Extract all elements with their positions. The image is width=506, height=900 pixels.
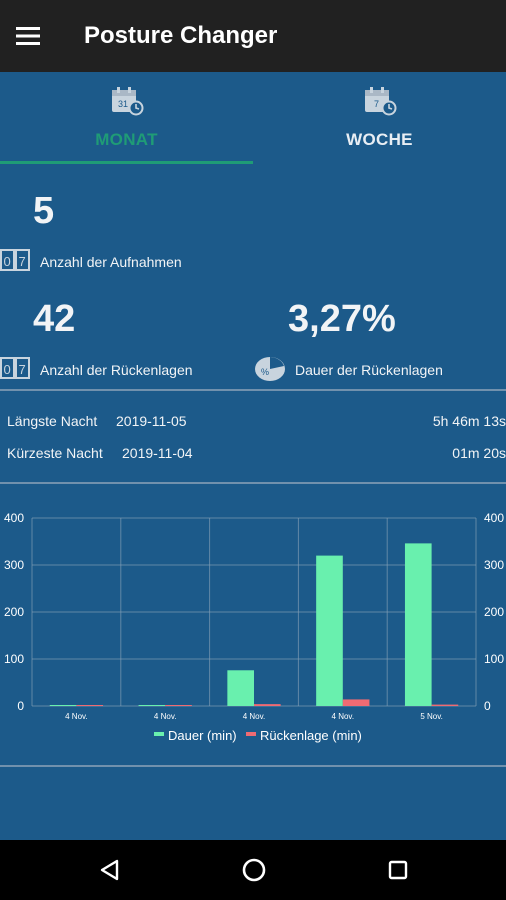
hamburger-menu-icon[interactable] bbox=[0, 0, 56, 72]
y-tick-label-right: 0 bbox=[484, 699, 491, 713]
tab-week-label: WOCHE bbox=[346, 130, 413, 149]
shortest-night-label: Kürzeste Nacht bbox=[7, 445, 103, 461]
sleep-bar-chart: 0 0 100 100 200 200 300 300 400 400 4 Nov. 4 Nov. 4 … bbox=[4, 512, 504, 743]
statistics-content: 31 MONAT 7 WOCHE 5 0 7 Anzahl de bbox=[0, 72, 506, 840]
counter-icon: 0 7 bbox=[0, 249, 30, 271]
bar-dauer bbox=[316, 555, 343, 706]
x-tick-label: 4 Nov. bbox=[332, 712, 355, 721]
counter-icon-left-digit: 0 bbox=[4, 362, 11, 377]
legend-label: Rückenlage (min) bbox=[260, 728, 362, 743]
bar-rueckenlage bbox=[165, 705, 192, 706]
period-tabs: 31 MONAT 7 WOCHE bbox=[0, 72, 506, 164]
y-tick-label-left: 200 bbox=[4, 605, 24, 619]
y-tick-label-right: 300 bbox=[484, 558, 504, 572]
pie-percent-icon: % bbox=[255, 357, 285, 381]
legend-swatch bbox=[246, 732, 256, 736]
tab-month-label: MONAT bbox=[95, 130, 158, 149]
divider bbox=[0, 482, 506, 484]
supine-duration-value: 3,27% bbox=[288, 298, 396, 340]
y-tick-label-right: 200 bbox=[484, 605, 504, 619]
longest-night-row: Längste Nacht 2019-11-05 5h 46m 13s bbox=[0, 413, 506, 437]
supine-duration-label: Dauer der Rückenlagen bbox=[295, 362, 443, 378]
tab-indicator bbox=[0, 161, 253, 164]
longest-night-label: Längste Nacht bbox=[7, 413, 98, 429]
x-tick-label: 4 Nov. bbox=[65, 712, 88, 721]
bar-dauer bbox=[227, 670, 254, 706]
divider bbox=[0, 389, 506, 391]
counter-icon-left-digit: 0 bbox=[4, 254, 11, 269]
app-title: Posture Changer bbox=[84, 22, 278, 49]
bar-dauer bbox=[49, 705, 77, 706]
y-tick-label-left: 0 bbox=[17, 699, 24, 713]
x-tick-label: 4 Nov. bbox=[243, 712, 266, 721]
bar-dauer bbox=[404, 543, 432, 706]
bar-rueckenlage bbox=[76, 705, 104, 706]
y-tick-label-right: 100 bbox=[484, 652, 504, 666]
divider bbox=[0, 765, 506, 767]
longest-night-date: 2019-11-05 bbox=[116, 413, 187, 429]
counter-icon: 0 7 bbox=[0, 357, 30, 379]
bar-dauer bbox=[138, 705, 166, 706]
bar-rueckenlage bbox=[254, 704, 281, 706]
recordings-value: 5 bbox=[33, 190, 55, 232]
supine-count-label: Anzahl der Rückenlagen bbox=[40, 362, 193, 378]
tab-week[interactable]: 7 WOCHE bbox=[253, 72, 506, 164]
app-bar: Posture Changer bbox=[0, 0, 506, 72]
shortest-night-row: Kürzeste Nacht 2019-11-04 01m 20s bbox=[0, 445, 506, 469]
bar-rueckenlage bbox=[431, 704, 459, 706]
recordings-label: Anzahl der Aufnahmen bbox=[40, 254, 182, 270]
longest-night-duration: 5h 46m 13s bbox=[432, 413, 506, 429]
supine-count-value: 42 bbox=[33, 298, 76, 340]
calendar-week-icon: 7 bbox=[364, 87, 396, 116]
recents-square-icon[interactable] bbox=[382, 854, 414, 886]
counter-icon-right-digit: 7 bbox=[19, 254, 26, 269]
calendar-week-icon-text: 7 bbox=[374, 99, 379, 109]
svg-text:%: % bbox=[261, 367, 269, 377]
x-tick-label: 4 Nov. bbox=[154, 712, 177, 721]
y-tick-label-right: 400 bbox=[484, 512, 504, 525]
calendar-month-icon-text: 31 bbox=[118, 99, 128, 109]
system-nav-bar bbox=[0, 840, 506, 900]
home-circle-icon[interactable] bbox=[238, 854, 270, 886]
shortest-night-date: 2019-11-04 bbox=[122, 445, 193, 461]
counter-icon-right-digit: 7 bbox=[19, 362, 26, 377]
legend-label: Dauer (min) bbox=[168, 728, 237, 743]
y-tick-label-left: 100 bbox=[4, 652, 24, 666]
y-tick-label-left: 300 bbox=[4, 558, 24, 572]
shortest-night-duration: 01m 20s bbox=[452, 445, 506, 461]
legend-swatch bbox=[154, 732, 164, 736]
calendar-month-icon: 31 bbox=[111, 87, 143, 116]
y-tick-label-left: 400 bbox=[4, 512, 24, 525]
bar-rueckenlage bbox=[342, 699, 370, 706]
back-triangle-icon[interactable] bbox=[94, 854, 126, 886]
tab-month[interactable]: 31 MONAT bbox=[0, 72, 253, 164]
x-tick-label: 5 Nov. bbox=[420, 712, 443, 721]
